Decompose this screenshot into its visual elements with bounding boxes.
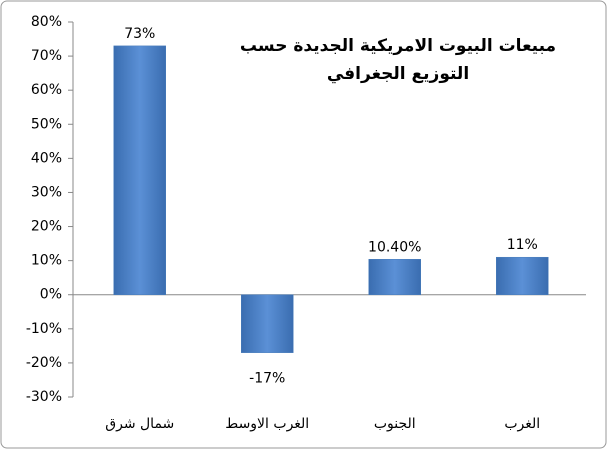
chart-title: التوزيع الجغرافي	[327, 64, 469, 84]
value-label: -17%	[249, 371, 285, 387]
y-tick-label: -10%	[26, 321, 62, 337]
y-tick-label: 10%	[31, 253, 62, 269]
y-tick-label: 30%	[31, 184, 62, 200]
value-label: 10.40%	[368, 239, 421, 255]
y-tick-label: 40%	[31, 150, 62, 166]
bar	[368, 259, 421, 295]
chart-title: مبيعات البيوت الامريكية الجديدة حسب	[240, 36, 556, 56]
y-tick-label: 60%	[31, 82, 62, 98]
value-label: 11%	[507, 237, 538, 253]
x-tick-label: الغرب الاوسط	[225, 416, 309, 432]
y-tick-label: 70%	[31, 48, 62, 64]
x-tick-label: شمال شرق	[105, 416, 174, 432]
y-tick-label: -20%	[26, 355, 62, 371]
bar	[113, 45, 166, 295]
x-tick-label: الجنوب	[374, 416, 416, 432]
y-tick-label: 0%	[40, 287, 62, 303]
y-tick-label: 20%	[31, 219, 62, 235]
x-tick-label: الغرب	[504, 416, 540, 432]
bar	[496, 256, 549, 295]
value-label: 73%	[124, 26, 155, 42]
y-tick-label: -30%	[26, 389, 62, 405]
bar	[241, 294, 294, 353]
y-tick-label: 80%	[31, 14, 62, 30]
y-tick-label: 50%	[31, 116, 62, 132]
